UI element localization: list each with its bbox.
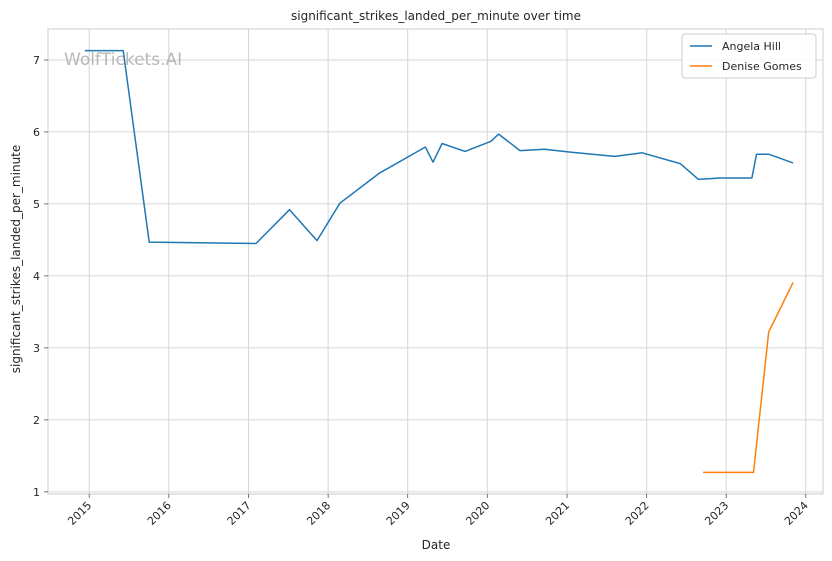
series-line-angela-hill	[84, 49, 794, 245]
plot-area-frame	[47, 28, 824, 495]
legend-label: Denise Gomes	[722, 60, 802, 73]
grid-lines	[48, 29, 823, 494]
x-axis-label: Date	[422, 538, 451, 552]
y-tick-label: 5	[33, 198, 40, 211]
series-line-denise-gomes	[703, 282, 794, 474]
watermark: WolfTickets.AI	[64, 50, 182, 70]
legend-label: Angela Hill	[722, 40, 781, 53]
y-axis-label: significant_strikes_landed_per_minute	[9, 145, 23, 374]
y-tick-label: 6	[33, 126, 40, 139]
y-tick-label: 1	[33, 486, 40, 499]
legend-box	[681, 33, 817, 79]
y-tick-label: 2	[33, 414, 40, 427]
series-layer	[84, 49, 794, 474]
y-axis-ticks: 1 2 3 4 5 6 7	[33, 54, 48, 499]
y-tick-label: 3	[33, 342, 40, 355]
legend: Angela Hill Denise Gomes	[681, 33, 817, 79]
y-tick-label: 7	[33, 54, 40, 67]
chart-title: significant_strikes_landed_per_minute ov…	[291, 9, 581, 23]
y-tick-label: 4	[33, 270, 40, 283]
